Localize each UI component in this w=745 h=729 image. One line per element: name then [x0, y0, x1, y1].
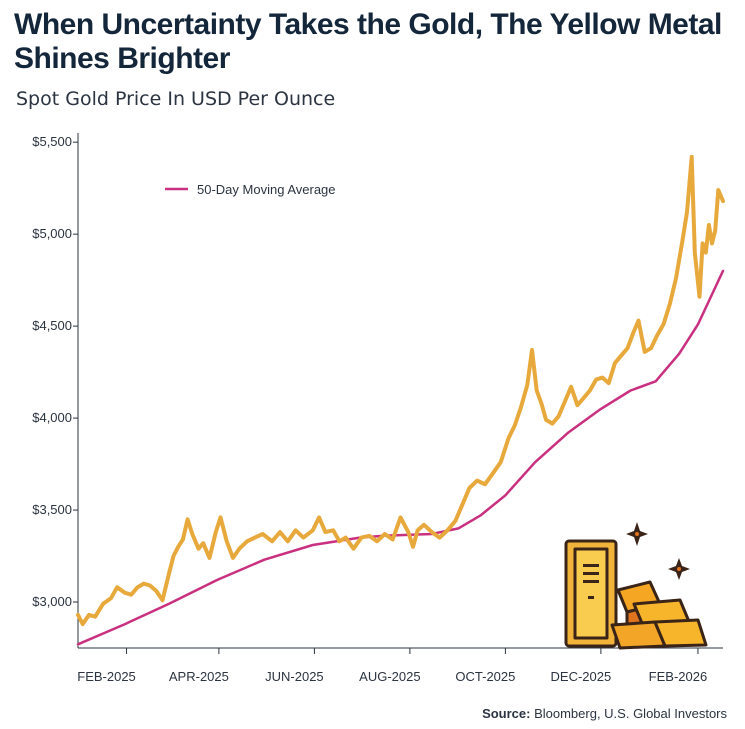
chart-subtitle: Spot Gold Price In USD Per Ounce: [16, 88, 336, 110]
y-tick-label: $5,000: [32, 226, 72, 241]
x-tick-label: OCT-2025: [455, 669, 515, 684]
source-label: Source:: [482, 706, 531, 721]
series-lines: [76, 154, 725, 646]
source-note: Source: Bloomberg, U.S. Global Investors: [482, 706, 727, 721]
gold-bars-icon: [564, 522, 708, 650]
legend: 50-Day Moving Average: [165, 182, 336, 197]
legend-label-moving-average: 50-Day Moving Average: [197, 182, 336, 197]
y-tick-label: $5,500: [32, 134, 72, 149]
axes: $3,000 $3,500 $4,000 $4,500 $5,000 $5,500 FEB-…: [32, 133, 723, 684]
y-tick-label: $3,500: [32, 502, 72, 517]
x-tick-label: APR-2025: [169, 669, 229, 684]
x-tick-label: JUN-2025: [265, 669, 324, 684]
source-text: Bloomberg, U.S. Global Investors: [530, 706, 727, 721]
y-tick-label: $4,500: [32, 318, 72, 333]
series-line-spot-gold-price: [76, 154, 725, 627]
series-line-moving-average: [76, 269, 725, 646]
x-tick-label: DEC-2025: [551, 669, 612, 684]
x-tick-label: FEB-2025: [77, 669, 136, 684]
chart-title: When Uncertainty Takes the Gold, The Yel…: [14, 8, 722, 75]
x-tick-label: AUG-2025: [359, 669, 420, 684]
y-tick-label: $3,000: [32, 594, 72, 609]
x-tick-label: FEB-2026: [649, 669, 708, 684]
y-tick-label: $4,000: [32, 410, 72, 425]
